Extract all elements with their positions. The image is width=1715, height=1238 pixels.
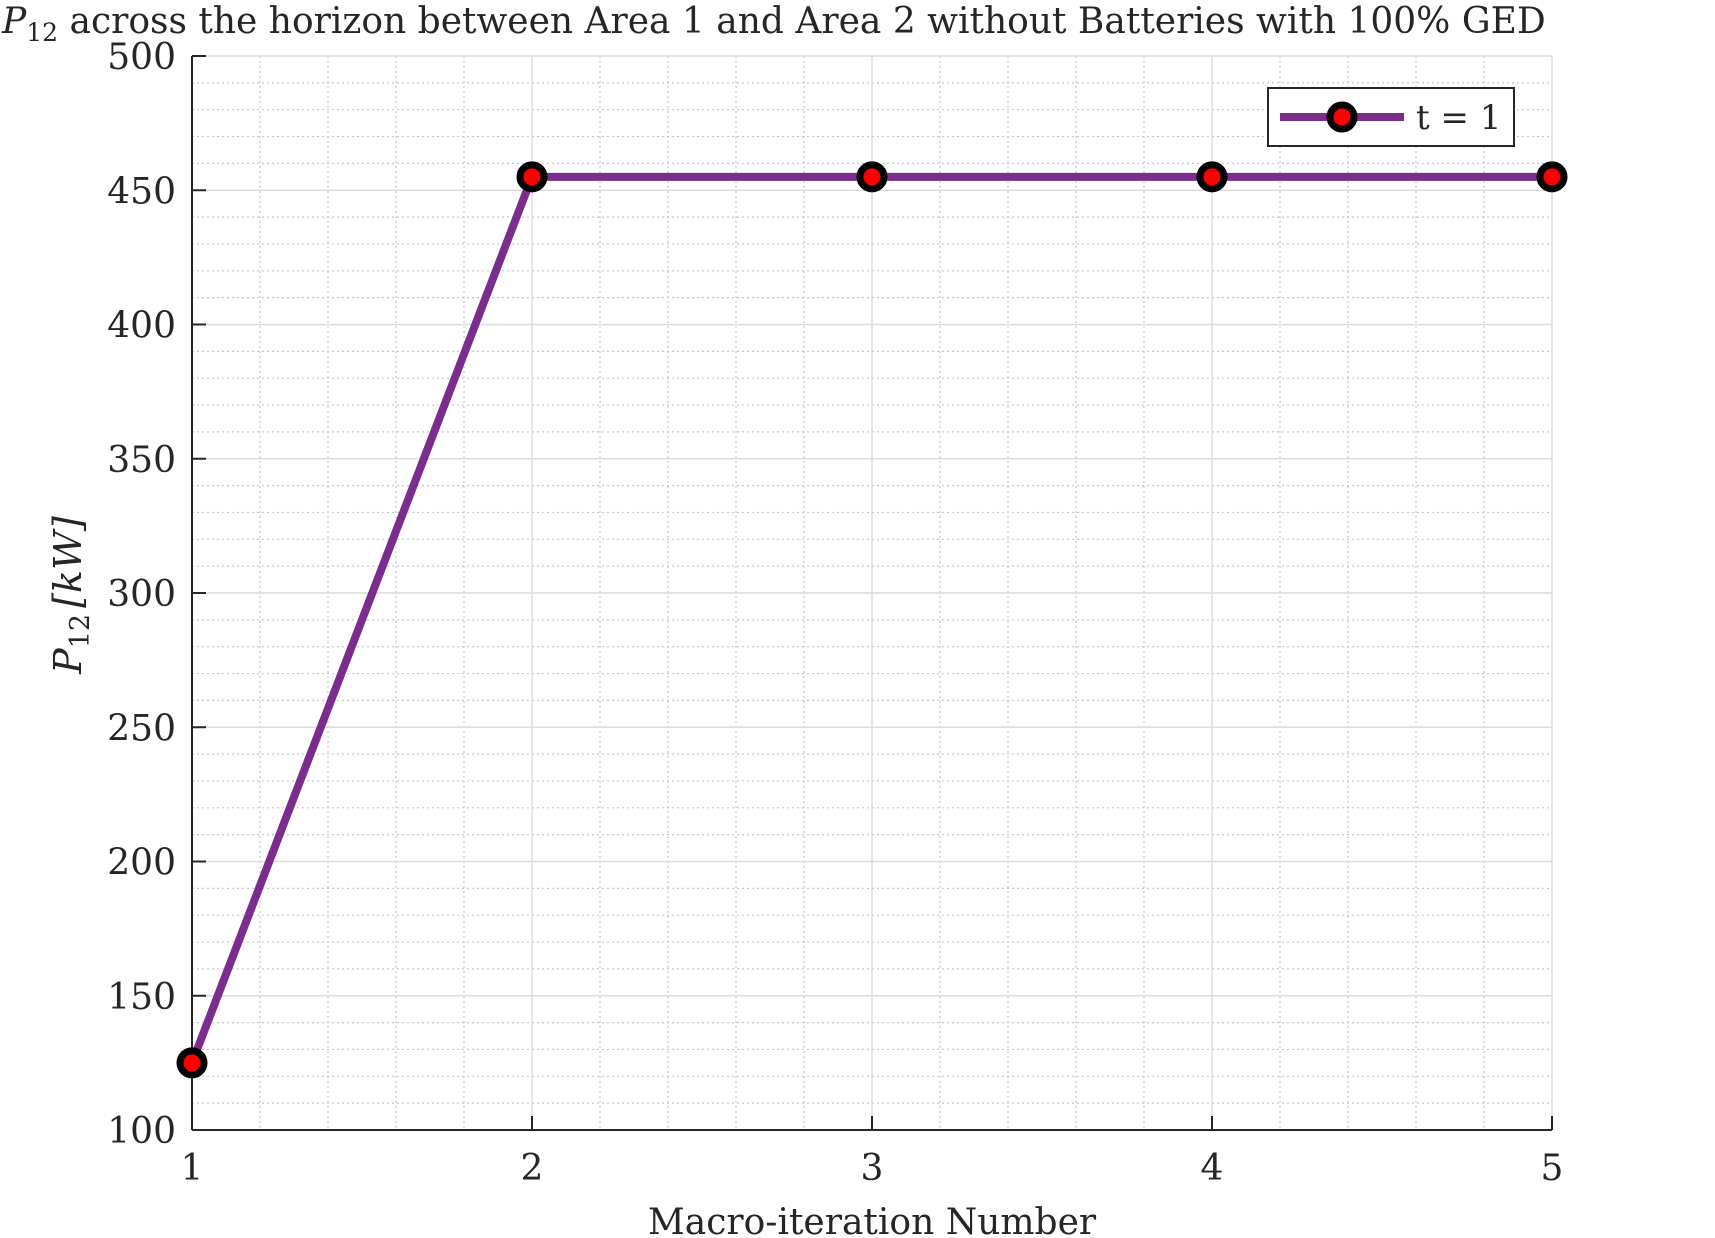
grid-layer bbox=[191, 55, 1553, 1131]
data-point-marker bbox=[516, 161, 548, 193]
y-tick-label: 450 bbox=[107, 171, 176, 212]
data-point bbox=[1536, 161, 1568, 193]
x-tick-label: 4 bbox=[1201, 1148, 1224, 1189]
y-tick-label: 100 bbox=[107, 1111, 176, 1152]
x-axis-label: Macro-iteration Number bbox=[648, 1202, 1097, 1238]
data-point-marker bbox=[1196, 161, 1228, 193]
y-tick-label: 400 bbox=[107, 306, 176, 347]
title-symbol: P bbox=[1, 1, 27, 42]
y-label-symbol: P bbox=[46, 647, 90, 675]
y-tick-label: 350 bbox=[107, 440, 176, 481]
y-label-subscript: 12 bbox=[65, 614, 96, 648]
data-point bbox=[1196, 161, 1228, 193]
legend-label: t = 1 bbox=[1416, 98, 1501, 138]
title-text: across the horizon between Area 1 and Ar… bbox=[58, 1, 1546, 42]
legend-marker-swatch bbox=[1326, 101, 1358, 133]
y-axis-label: P12 [kW] bbox=[46, 516, 96, 675]
x-tick-label: 3 bbox=[861, 1148, 884, 1189]
y-tick-label: 250 bbox=[107, 708, 176, 749]
y-tick-label: 150 bbox=[107, 977, 176, 1018]
data-point bbox=[176, 1047, 208, 1079]
chart-title: P12 across the horizon between Area 1 an… bbox=[1, 1, 1546, 47]
y-tick-label: 200 bbox=[107, 843, 176, 884]
data-point-marker bbox=[856, 161, 888, 193]
legend: t = 1 bbox=[1267, 87, 1515, 147]
y-tick-label: 500 bbox=[107, 37, 176, 78]
series-layer bbox=[176, 161, 1568, 1079]
tick-labels: 1 2 3 4 5 100 150 200 250 300 350 400 450 500 bbox=[107, 37, 1563, 1189]
x-tick-label: 5 bbox=[1541, 1148, 1564, 1189]
axes-layer bbox=[191, 55, 1553, 1131]
y-label-unit: [kW] bbox=[46, 516, 90, 608]
x-tick-label: 1 bbox=[181, 1148, 204, 1189]
title-subscript: 12 bbox=[26, 18, 58, 47]
x-tick-label: 2 bbox=[521, 1148, 544, 1189]
data-point bbox=[856, 161, 888, 193]
data-point-marker bbox=[1536, 161, 1568, 193]
data-point-marker bbox=[176, 1047, 208, 1079]
data-point bbox=[516, 161, 548, 193]
y-tick-label: 300 bbox=[107, 574, 176, 615]
